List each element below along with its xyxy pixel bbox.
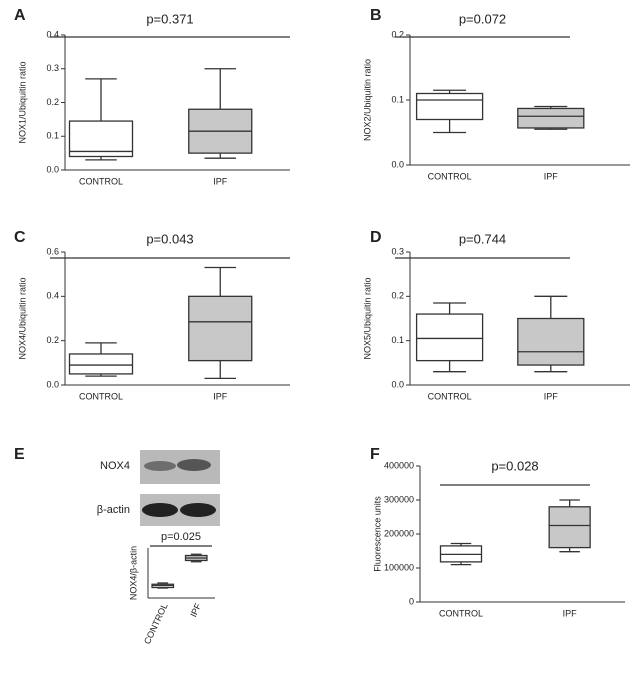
x-tick-label: CONTROL bbox=[79, 391, 123, 401]
panel-letter: C bbox=[14, 229, 26, 246]
y-tick-label: 0.3 bbox=[391, 246, 404, 256]
x-tick-label: CONTROL bbox=[428, 171, 472, 181]
y-tick-label: 0.2 bbox=[46, 335, 59, 345]
y-axis-label: NOX1/Ubiquitin ratio bbox=[17, 61, 27, 143]
y-tick-label: 0.4 bbox=[46, 29, 59, 39]
y-tick-label: 0.2 bbox=[391, 29, 404, 39]
y-tick-label: 0.0 bbox=[46, 164, 59, 174]
box bbox=[415, 92, 484, 121]
p-value: p=0.072 bbox=[459, 11, 506, 26]
blot-label: β-actin bbox=[97, 504, 130, 516]
blot-band bbox=[142, 503, 178, 517]
y-tick-label: 0.0 bbox=[391, 159, 404, 169]
western-blot bbox=[140, 450, 220, 526]
y-tick-label: 0.1 bbox=[46, 131, 59, 141]
x-tick-label: CONTROL bbox=[428, 391, 472, 401]
box bbox=[68, 353, 134, 375]
y-tick-label: 0.1 bbox=[391, 335, 404, 345]
y-axis-label: NOX4/β-actin bbox=[128, 546, 138, 600]
box bbox=[188, 295, 253, 362]
p-value: p=0.025 bbox=[161, 531, 201, 543]
x-tick-label: IPF bbox=[544, 391, 559, 401]
y-tick-label: 0.3 bbox=[46, 63, 59, 73]
y-axis-label: NOX5/Ubiquitin ratio bbox=[362, 277, 372, 359]
box bbox=[68, 120, 134, 158]
y-tick-label: 0.6 bbox=[46, 246, 59, 256]
x-tick-label: IPF bbox=[213, 176, 228, 186]
box bbox=[548, 506, 591, 549]
blot-band bbox=[177, 459, 211, 471]
y-tick-label: 0.2 bbox=[46, 97, 59, 107]
panel-letter: B bbox=[370, 7, 382, 24]
y-tick-label: 200000 bbox=[384, 528, 414, 538]
x-tick-label: CONTROL bbox=[439, 608, 483, 618]
x-tick-label: CONTROL bbox=[79, 176, 123, 186]
p-value: p=0.744 bbox=[459, 231, 506, 246]
y-axis-label: NOX2/Ubiquitin ratio bbox=[362, 59, 372, 141]
y-tick-label: 0.1 bbox=[391, 94, 404, 104]
box bbox=[517, 317, 585, 366]
y-tick-label: 400000 bbox=[384, 460, 414, 470]
y-axis-label: NOX4/Ubiquitin ratio bbox=[17, 277, 27, 359]
panel-letter: D bbox=[370, 229, 382, 246]
y-tick-label: 0.0 bbox=[391, 379, 404, 389]
p-value: p=0.371 bbox=[146, 11, 193, 26]
y-tick-label: 300000 bbox=[384, 494, 414, 504]
box bbox=[415, 313, 484, 362]
y-tick-label: 0.2 bbox=[391, 291, 404, 301]
x-tick-label: IPF bbox=[563, 608, 578, 618]
panel-letter: A bbox=[14, 7, 26, 24]
panel-letter: F bbox=[370, 446, 380, 463]
p-value: p=0.043 bbox=[146, 231, 193, 246]
blot-band bbox=[144, 461, 176, 471]
x-tick-label: IPF bbox=[213, 391, 228, 401]
y-tick-label: 0.0 bbox=[46, 379, 59, 389]
blot-band bbox=[180, 503, 216, 517]
y-axis-label: Fluorescence units bbox=[372, 496, 382, 572]
y-tick-label: 0 bbox=[409, 596, 414, 606]
x-tick-label: IPF bbox=[544, 171, 559, 181]
blot-label: NOX4 bbox=[100, 460, 130, 472]
panel-letter: E bbox=[14, 446, 25, 463]
box bbox=[517, 107, 585, 129]
p-value: p=0.028 bbox=[491, 458, 538, 473]
y-tick-label: 0.4 bbox=[46, 291, 59, 301]
y-tick-label: 100000 bbox=[384, 562, 414, 572]
